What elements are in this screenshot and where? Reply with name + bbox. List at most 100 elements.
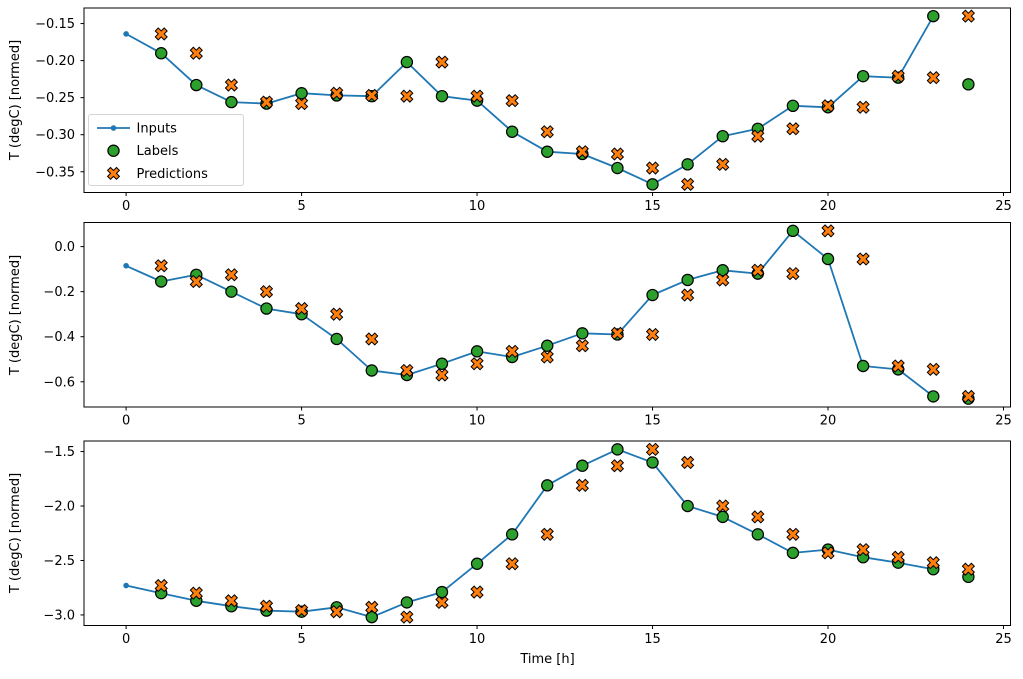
label-marker [786, 546, 800, 560]
prediction-marker [610, 147, 625, 161]
prediction-marker [575, 478, 589, 492]
label-marker [927, 9, 940, 23]
prediction-marker [540, 125, 554, 139]
label-marker [716, 264, 729, 277]
labels-series [155, 443, 975, 624]
prediction-marker [786, 266, 800, 281]
label-marker [295, 87, 308, 100]
label-marker [225, 285, 238, 298]
prediction-marker [400, 610, 414, 624]
prediction-marker [365, 600, 379, 614]
subplot-0: 0 5 10 15 20 25 −0.15 −0.20 −0.25 −0.30 −0.35 Input… [35, 7, 1012, 214]
prediction-marker [645, 161, 660, 175]
label-marker [155, 275, 168, 288]
y-tick-label: −0.30 [35, 128, 75, 143]
prediction-marker [154, 259, 168, 273]
inputs-series [123, 13, 937, 188]
x-tick-label: 10 [469, 414, 486, 429]
prediction-marker [716, 157, 730, 171]
label-marker [646, 288, 659, 302]
x-tick-label: 25 [995, 632, 1012, 647]
labels-series [155, 224, 975, 405]
axes-border [83, 222, 1011, 408]
predictions-series [154, 442, 976, 624]
legend: Inputs Labels Predictions [88, 114, 244, 186]
prediction-marker [716, 273, 730, 287]
prediction-marker [330, 86, 344, 100]
label-marker [365, 610, 378, 624]
label-marker [541, 479, 554, 492]
legend-box [88, 114, 244, 186]
y-tick-label: −1.5 [43, 445, 75, 460]
axes-border [83, 7, 1011, 193]
prediction-marker [856, 252, 870, 266]
x-tick-label: 25 [995, 414, 1012, 429]
legend-label: Predictions [137, 167, 209, 182]
prediction-marker [400, 89, 414, 103]
y-axis-label-subplot-2: T (degC) [normed] [8, 472, 23, 594]
prediction-marker [821, 99, 835, 113]
label-marker [856, 359, 870, 373]
prediction-marker [680, 288, 695, 302]
y-tick-label: −0.20 [35, 54, 75, 69]
x-tick-label: 20 [820, 414, 837, 429]
prediction-marker [961, 9, 976, 23]
prediction-marker [505, 93, 519, 108]
prediction-marker [435, 55, 449, 69]
prediction-marker [294, 96, 309, 111]
x-tick-label: 15 [644, 632, 661, 647]
label-marker [576, 327, 589, 340]
y-tick-label: 0.0 [54, 240, 75, 255]
label-marker [646, 178, 659, 191]
prediction-marker [751, 129, 765, 143]
prediction-marker [821, 546, 835, 560]
y-tick-label: −2.5 [43, 554, 75, 569]
x-tick-label: 20 [820, 632, 837, 647]
prediction-marker [224, 78, 239, 92]
prediction-marker [645, 442, 660, 457]
prediction-marker [189, 274, 203, 289]
prediction-marker [365, 88, 379, 103]
y-tick-label: −0.6 [43, 375, 75, 390]
x-tick-label: 0 [122, 199, 130, 214]
prediction-marker [821, 224, 835, 238]
label-marker [400, 55, 414, 69]
prediction-marker [751, 263, 765, 277]
label-marker [786, 99, 800, 113]
label-marker [541, 145, 554, 158]
predictions-series [154, 224, 976, 404]
prediction-marker [470, 357, 484, 371]
x-tick-label: 5 [297, 199, 305, 214]
x-tick-label: 0 [122, 632, 130, 647]
label-marker [681, 158, 694, 171]
prediction-marker [680, 177, 695, 191]
prediction-marker [926, 71, 940, 85]
label-marker [681, 273, 694, 287]
prediction-marker [926, 556, 940, 570]
x-tick-label: 0 [122, 414, 130, 429]
prediction-marker [435, 368, 449, 382]
label-marker [681, 499, 694, 513]
y-tick-label: −2.0 [43, 500, 75, 515]
legend-label: Inputs [137, 122, 178, 137]
y-tick-label: −0.25 [35, 91, 75, 106]
label-marker [576, 459, 589, 472]
prediction-marker [189, 46, 203, 60]
predictions-series [154, 9, 976, 191]
x-tick-label: 5 [297, 414, 305, 429]
prediction-marker [610, 326, 625, 340]
x-tick-label: 10 [469, 199, 486, 214]
label-marker [611, 443, 624, 456]
label-marker [435, 357, 449, 370]
label-marker [716, 129, 729, 143]
inputs-line [125, 229, 934, 398]
label-marker [856, 69, 870, 83]
prediction-marker [189, 586, 203, 600]
label-marker [470, 557, 484, 570]
prediction-marker [856, 100, 870, 114]
prediction-marker [926, 362, 940, 377]
x-tick-label: 10 [469, 632, 486, 647]
prediction-marker [330, 605, 344, 619]
label-marker [365, 364, 378, 377]
x-tick-label: 15 [644, 414, 661, 429]
